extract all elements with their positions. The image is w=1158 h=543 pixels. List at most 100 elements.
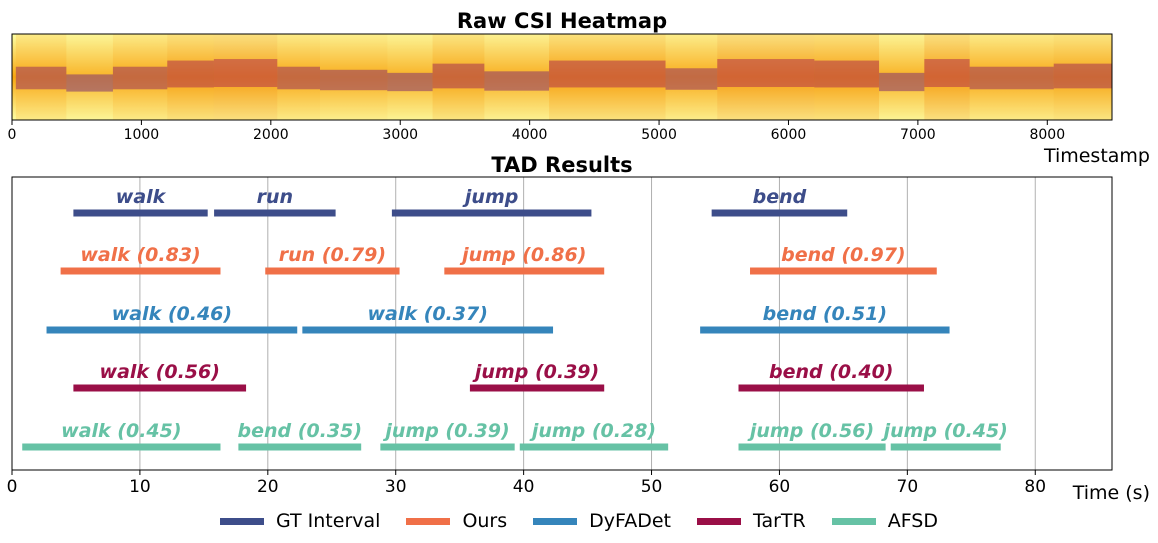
legend: GT Interval Ours DyFADet TarTR AFSD — [0, 506, 1158, 536]
heatmap-cell — [1053, 34, 1112, 120]
heatmap-cell — [112, 34, 168, 120]
heatmap-tick-label: 1000 — [124, 127, 160, 143]
legend-label: Ours — [462, 510, 508, 532]
legend-item: TarTR — [696, 510, 806, 532]
heatmap-cell — [717, 34, 815, 120]
tad-tick-label: 50 — [641, 477, 663, 497]
heatmap-cell — [665, 68, 718, 90]
heatmap-cell — [167, 34, 214, 120]
interval-label: bend (0.97) — [781, 244, 905, 266]
heatmap-cell — [717, 59, 815, 87]
interval-label: run — [257, 186, 293, 208]
figure: Raw CSI Heatmap 0 1000 2000 3000 4000 5000 600… — [7, 9, 1150, 504]
heatmap-cell — [924, 59, 970, 87]
heatmap-cell — [432, 63, 485, 89]
interval-label: jump (0.39) — [382, 420, 509, 442]
heatmap-frame — [11, 33, 1113, 121]
heatmap-cell — [879, 34, 925, 120]
heatmap-cell — [167, 60, 214, 88]
interval-label: jump (0.86) — [459, 244, 586, 266]
tad-x-axis: 0 10 20 30 40 50 60 70 80 — [7, 470, 1046, 497]
heatmap-cell — [484, 34, 550, 120]
heatmap-x-axis: 0 1000 2000 3000 4000 5000 6000 7000 8000 — [8, 120, 1065, 143]
interval-label: bend (0.51) — [763, 303, 887, 325]
interval-label: bend — [753, 186, 807, 208]
heatmap-cell — [387, 72, 433, 92]
interval-label: jump (0.45) — [881, 420, 1008, 442]
heatmap-cell — [814, 34, 880, 120]
heatmap-cells — [12, 34, 1112, 120]
tad-frame — [11, 176, 1113, 471]
heatmap-cell — [112, 66, 168, 90]
heatmap-tick-label: 3000 — [382, 127, 418, 143]
heatmap-title: Raw CSI Heatmap — [457, 9, 667, 33]
tad-tick-label: 70 — [897, 477, 919, 497]
legend-swatch — [831, 517, 876, 525]
heatmap-x-axis-label: Timestamp — [1043, 145, 1150, 167]
legend-label: TarTR — [752, 510, 806, 532]
tad-tick-label: 0 — [7, 477, 18, 497]
heatmap-cell — [66, 34, 113, 120]
legend-item: DyFADet — [533, 510, 671, 532]
legend-label: AFSD — [887, 510, 939, 532]
heatmap-cell — [213, 59, 278, 87]
tad-intervals: walk run jump bend walk (0.83) run (0.79) jump… — [22, 186, 1008, 451]
heatmap-tick-label: 0 — [8, 127, 17, 143]
legend-item: GT Interval — [219, 510, 381, 532]
legend-swatch — [696, 517, 741, 525]
interval-label: run (0.79) — [279, 244, 386, 266]
legend-item: AFSD — [831, 510, 939, 532]
heatmap-tick-label: 4000 — [512, 127, 548, 143]
heatmap-tick-label: 2000 — [253, 127, 289, 143]
interval-label: walk — [116, 186, 167, 208]
interval-label: jump (0.28) — [529, 420, 656, 442]
heatmap-tick-label: 6000 — [771, 127, 807, 143]
tad-tick-label: 30 — [385, 477, 407, 497]
legend-label: GT Interval — [275, 510, 381, 532]
heatmap-cell — [1053, 63, 1112, 89]
heatmap-cell — [969, 34, 1054, 120]
interval-label: bend (0.40) — [769, 361, 893, 383]
interval-label: jump (0.39) — [472, 361, 599, 383]
heatmap-tick-label: 7000 — [900, 127, 936, 143]
heatmap-cell — [320, 69, 388, 91]
heatmap-cell — [879, 72, 925, 92]
legend-swatch — [533, 517, 578, 525]
heatmap-cell — [969, 66, 1054, 90]
tad-tick-label: 80 — [1024, 477, 1046, 497]
interval-label: jump (0.56) — [747, 420, 874, 442]
heatmap-cell — [320, 34, 388, 120]
tad-tick-label: 60 — [769, 477, 791, 497]
heatmap-cell — [66, 74, 113, 92]
legend-swatch — [406, 517, 451, 525]
heatmap-tick-label: 8000 — [1029, 127, 1065, 143]
heatmap-cell — [387, 34, 433, 120]
tad-grid — [139, 177, 1036, 470]
interval-label: walk (0.46) — [112, 303, 232, 325]
legend-swatch — [219, 517, 264, 525]
tad-x-axis-label: Time (s) — [1072, 482, 1150, 504]
heatmap-cell — [277, 66, 320, 90]
tad-tick-label: 10 — [129, 477, 151, 497]
heatmap-cell — [484, 71, 550, 91]
heatmap-cell — [277, 34, 320, 120]
tad-tick-label: 20 — [257, 477, 279, 497]
legend-label: DyFADet — [589, 510, 671, 532]
heatmap-tick-label: 5000 — [641, 127, 677, 143]
heatmap-cell — [15, 66, 67, 90]
interval-label: walk (0.56) — [100, 361, 220, 383]
heatmap-cell — [432, 34, 485, 120]
heatmap-cell — [549, 34, 666, 120]
tad-title: TAD Results — [491, 153, 632, 177]
legend-item: Ours — [406, 510, 507, 532]
tad-tick-label: 40 — [513, 477, 535, 497]
interval-label: walk (0.45) — [61, 420, 181, 442]
interval-label: walk (0.37) — [368, 303, 488, 325]
interval-label: jump — [462, 186, 518, 208]
heatmap-cell — [924, 34, 970, 120]
heatmap-cell — [665, 34, 718, 120]
heatmap-cell — [15, 34, 67, 120]
interval-label: bend (0.35) — [238, 420, 362, 442]
interval-label: walk (0.83) — [80, 244, 200, 266]
heatmap-cell — [213, 34, 278, 120]
